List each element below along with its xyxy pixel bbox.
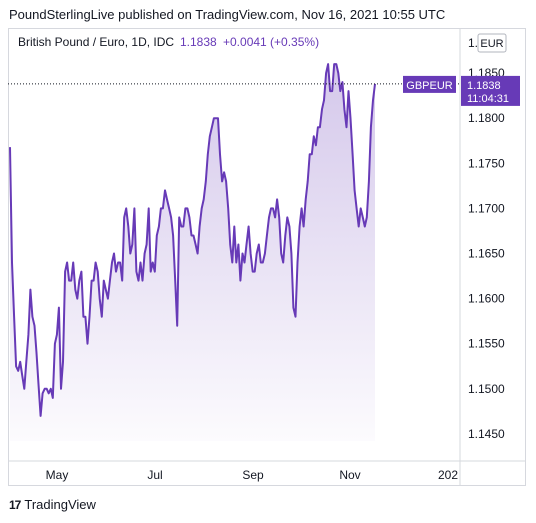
- price-tag: [461, 75, 520, 106]
- x-tick-label: Jul: [147, 468, 162, 482]
- series-area: [10, 64, 375, 441]
- title-last-price: 1.1838: [180, 35, 217, 49]
- symbol-tag: [403, 75, 456, 93]
- y-tick-label: 1.1650: [468, 247, 505, 261]
- y-tick-label: 1.1550: [468, 337, 505, 351]
- title-change: +0.0041 (+0.35%): [223, 35, 319, 49]
- last-price-label: GBPEUR 1.1838 11:04:31: [403, 75, 520, 106]
- y-tick-top-partial: 1.: [468, 36, 478, 50]
- footer-brand[interactable]: 17 TradingView: [9, 497, 96, 512]
- currency-box[interactable]: [477, 33, 507, 53]
- published-header: PoundSterlingLive published on TradingVi…: [9, 7, 446, 22]
- y-tick-label: 1.1500: [468, 382, 505, 396]
- chart-frame: [8, 28, 526, 486]
- price-tag-countdown: 11:04:31: [467, 93, 509, 105]
- y-tick-label: 1.1700: [468, 201, 505, 215]
- x-tick-label: May: [46, 468, 69, 482]
- x-tick-label: Nov: [339, 468, 360, 482]
- symbol-tag-text: GBPEUR: [406, 80, 453, 92]
- price-tag-value: 1.1838: [467, 80, 501, 92]
- tradingview-logo-icon: 17: [9, 497, 21, 512]
- currency-label: EUR: [480, 38, 503, 50]
- footer-brand-text: TradingView: [24, 497, 96, 512]
- y-tick-label: 1.1600: [468, 292, 505, 306]
- series-line: [9, 63, 376, 417]
- y-tick-label: 1.1800: [468, 111, 505, 125]
- chart-title: British Pound / Euro, 1D, IDC: [18, 35, 174, 49]
- y-tick-label: 1.1750: [468, 156, 505, 170]
- x-tick-label: Sep: [242, 468, 264, 482]
- x-tick-label: 202: [438, 468, 458, 482]
- y-tick-label: 1.1450: [468, 427, 505, 441]
